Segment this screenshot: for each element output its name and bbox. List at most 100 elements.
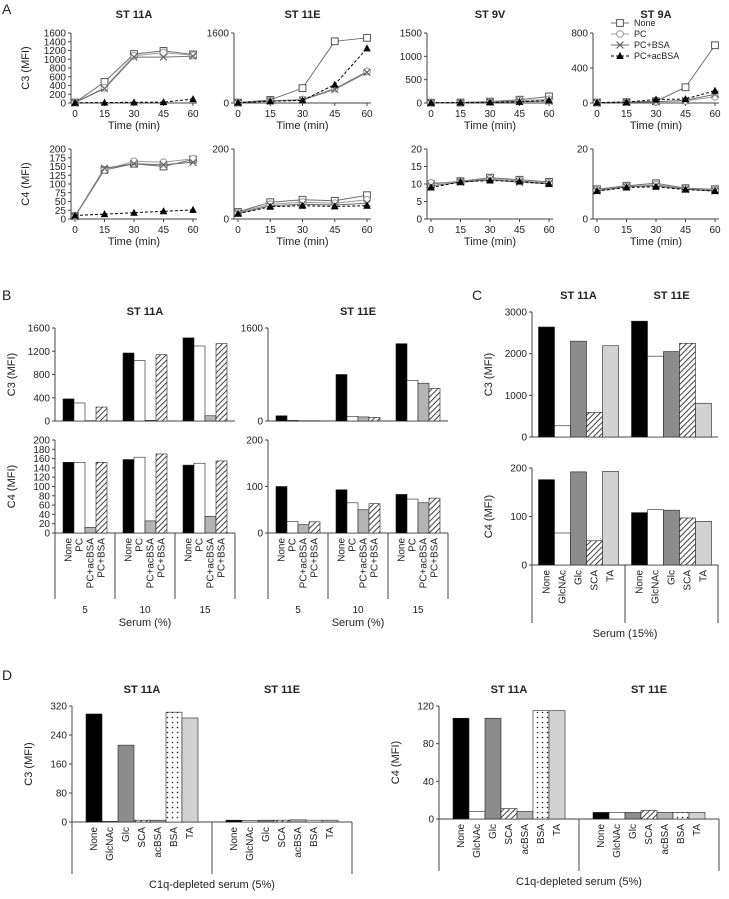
y-tick-label: 1000 (400, 52, 423, 63)
category-label: None (124, 538, 135, 562)
bar (368, 417, 381, 422)
x-tick-label: 15 (621, 225, 633, 236)
bar (688, 812, 706, 820)
data-point (130, 159, 138, 168)
x-tick-label: 0 (428, 109, 434, 120)
bar (532, 710, 550, 820)
category-label: acBSA (520, 824, 531, 855)
y-tick-label: 200 (510, 464, 527, 475)
y-tick-label: 800 (571, 29, 588, 40)
x-tick-label: 60 (361, 109, 373, 120)
data-point (159, 48, 168, 57)
bar (155, 453, 168, 534)
chart-title: ST 11A (560, 290, 597, 302)
category-label: Glc (488, 824, 499, 839)
bar (275, 486, 288, 534)
y-tick-label: 0 (61, 818, 67, 829)
bar (663, 351, 680, 438)
panel-letter-a: A (2, 1, 12, 17)
x-tick-label: 60 (187, 109, 199, 120)
category-label: PC (195, 538, 206, 552)
y-tick-label: 400 (49, 81, 66, 92)
y-tick-label: 1600 (241, 324, 264, 335)
bar (679, 517, 696, 566)
category-label: BSA (169, 827, 180, 847)
series-line-pc (74, 52, 194, 104)
x-tick-label: 15 (621, 109, 633, 120)
x-tick-label: 15 (99, 109, 111, 120)
category-label: None (596, 824, 607, 848)
category-label: GlcNAc (105, 827, 116, 861)
category-label: SCA (504, 824, 515, 845)
category-label: PC (348, 538, 359, 552)
bar (155, 354, 168, 422)
y-tick-label: 0 (416, 215, 422, 226)
bar (695, 521, 712, 566)
x-tick-label: 60 (543, 109, 555, 120)
bar (85, 713, 103, 823)
y-tick-label: 100 (49, 180, 66, 191)
x-tick-label: 30 (650, 109, 662, 120)
y-tick-label: 0 (223, 99, 229, 110)
x-axis-label: C1q-depleted serum (5%) (149, 879, 275, 891)
category-label: Glc (261, 827, 272, 842)
y-tick-label: 40 (39, 510, 51, 521)
category-label: Glc (121, 827, 132, 842)
y-tick-label: 5 (416, 197, 422, 208)
x-tick-label: 45 (158, 225, 170, 236)
series-line-none (237, 37, 368, 104)
category-label: SCA (644, 824, 655, 845)
data-point (363, 44, 371, 52)
category-label: None (397, 538, 408, 562)
y-tick-label: 0 (521, 561, 527, 572)
x-tick-label: 30 (297, 109, 309, 120)
x-tick-label: 60 (709, 109, 721, 120)
group-label: 5 (82, 605, 88, 616)
bar (395, 343, 408, 422)
category-label: None (542, 570, 553, 594)
bar (95, 462, 108, 534)
bar (516, 811, 534, 820)
x-tick-label: 15 (265, 109, 277, 120)
category-label: None (229, 827, 240, 851)
bar (428, 497, 441, 534)
y-tick-label: 1500 (400, 29, 423, 40)
data-point (159, 160, 168, 169)
x-axis-label: C1q-depleted serum (5%) (516, 876, 642, 888)
category-label: acBSA (660, 824, 671, 855)
y-tick-label: 1200 (44, 46, 67, 57)
x-tick-label: 60 (709, 225, 721, 236)
x-tick-label: 0 (72, 109, 78, 120)
category-label: GlcNAc (245, 827, 256, 861)
bar (538, 326, 555, 438)
bar-chart-15: C4 (MFI) 0 40 80 120 ST 11A None GlcNAc Glc SCA ac… (390, 684, 720, 888)
x-tick-label: 0 (235, 109, 241, 120)
y-tick-label: 200 (49, 145, 66, 156)
x-tick-label: 60 (361, 225, 373, 236)
line-chart-2: ST 9V 0 500 1000 1500 0 15 30 45 60 Time (min) (400, 9, 555, 132)
y-tick-label: 80 (56, 789, 68, 800)
y-tick-label: 600 (49, 72, 66, 83)
chart-title: ST 11E (631, 684, 667, 696)
bar (631, 512, 648, 566)
y-tick-label: 2000 (505, 349, 528, 360)
bar (656, 812, 674, 820)
y-tick-label: 160 (50, 760, 67, 771)
chart-title: ST 11A (124, 684, 161, 696)
category-label: PC+BSA (370, 538, 381, 578)
category-label: PC (75, 538, 86, 552)
category-label: PC (135, 538, 146, 552)
x-axis-label: Time (min) (108, 236, 160, 248)
bar (62, 462, 75, 534)
bar (368, 503, 381, 534)
x-axis-label: Time (min) (630, 236, 682, 248)
data-point (427, 183, 435, 191)
bar (101, 820, 119, 823)
y-tick-label: 800 (49, 64, 66, 75)
x-axis-label: Serum (%) (332, 617, 385, 629)
legend-entry: PC (634, 29, 647, 39)
x-tick-label: 45 (514, 109, 526, 120)
